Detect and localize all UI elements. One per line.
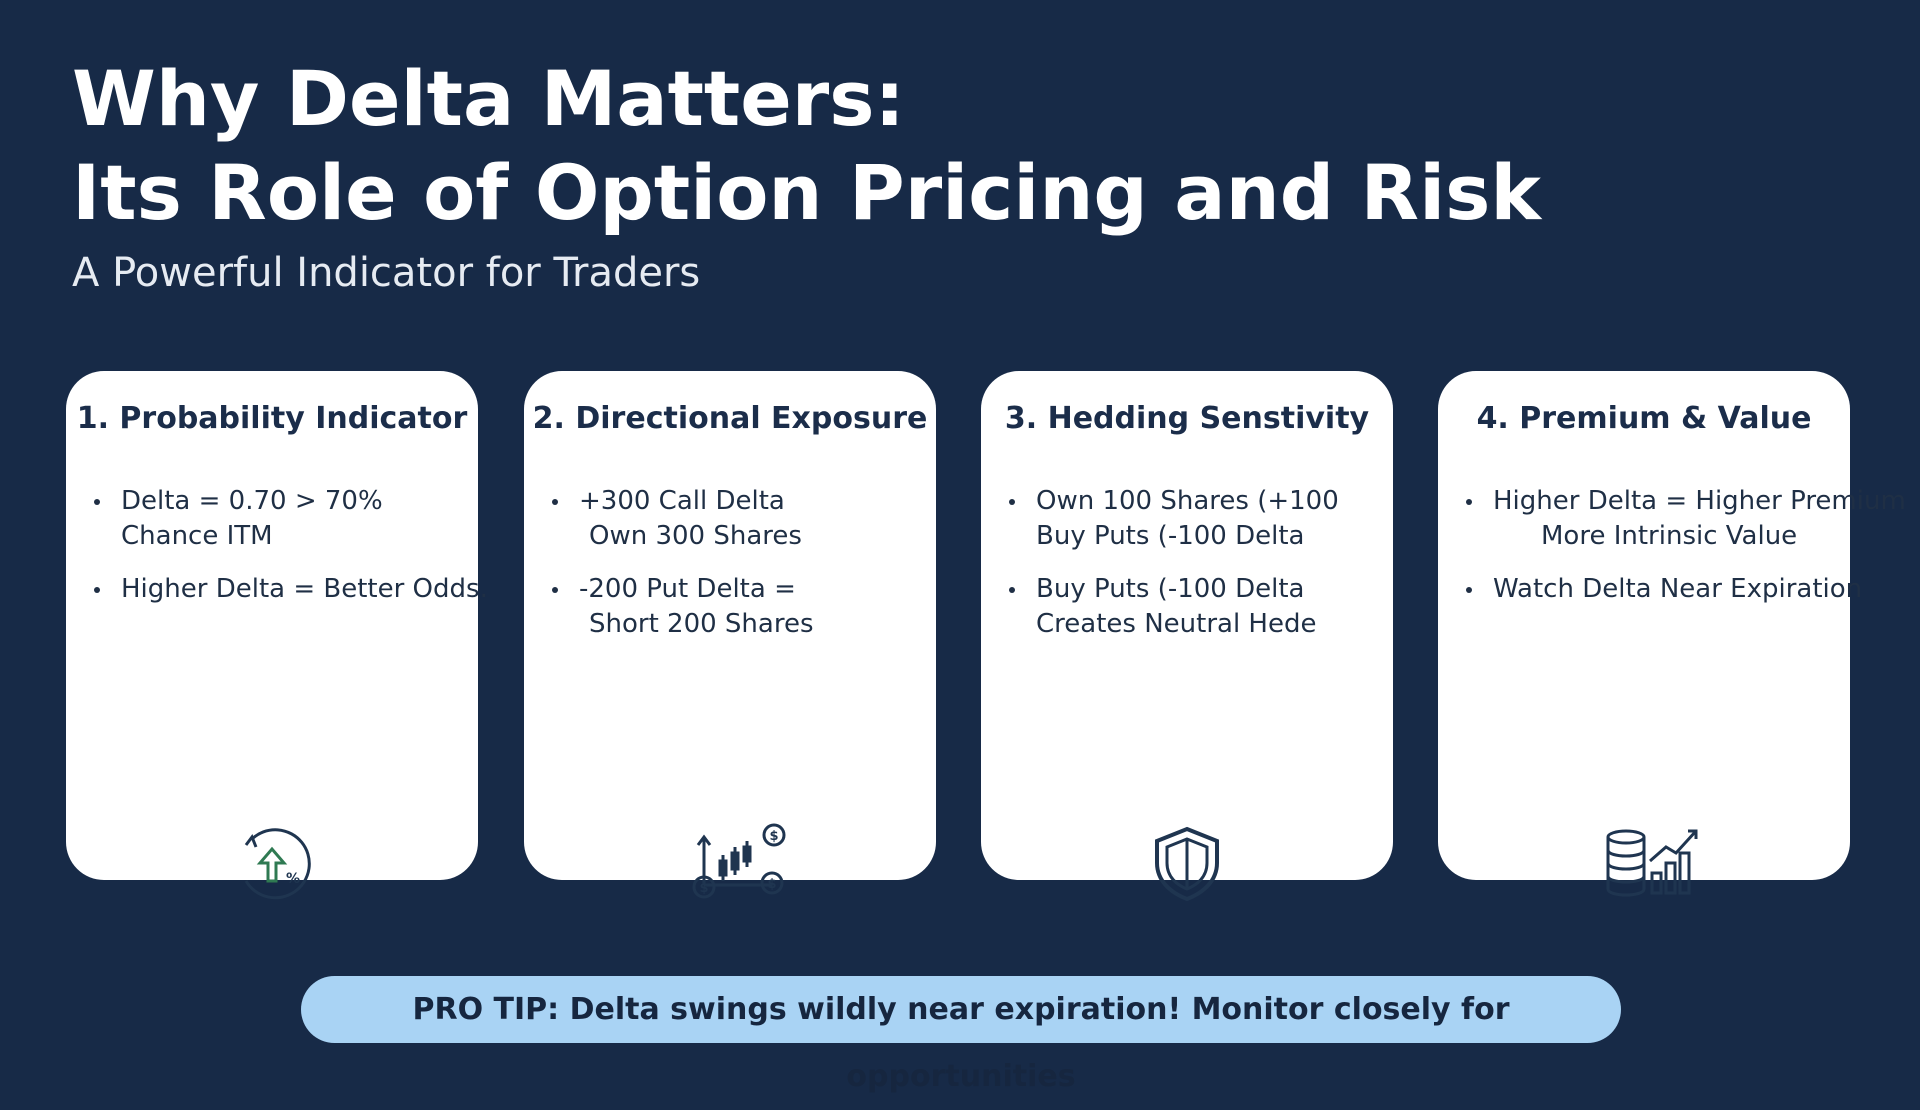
card-title: 1. Probability Indicator xyxy=(76,401,468,436)
svg-text:$: $ xyxy=(769,829,778,844)
bullet-list: Own 100 Shares (+100 Buy Puts (-100 Delta… xyxy=(981,484,1393,642)
card: 3. Hedding Senstivity Own 100 Shares (+1… xyxy=(981,371,1393,902)
card: % 1. Probability Indicator Delta = 0.70 … xyxy=(66,371,488,900)
subtitle: A Powerful Indicator for Traders xyxy=(72,250,701,296)
svg-text:$: $ xyxy=(767,877,776,892)
bullet: Watch Delta Near Expiration xyxy=(1466,572,1863,607)
title-line: Its Role of Option Pricing and Risk xyxy=(72,148,1541,237)
card: 4. Premium & Value Higher Delta = Higher… xyxy=(1438,371,1906,897)
icon: $ $ $ xyxy=(692,823,786,899)
svg-text:%: % xyxy=(286,871,300,887)
bullet-list: Higher Delta = Higher Premium More Intrin… xyxy=(1438,484,1906,607)
bullet-list: +300 Call Delta Own 300 Shares -200 Put De… xyxy=(524,484,936,642)
bullet-line: Chance ITM xyxy=(121,521,273,551)
bullet-line: Own 100 Shares (+100 xyxy=(1036,486,1339,516)
bullet-line: More Intrinsic Value xyxy=(1541,521,1798,551)
bullet: +300 Call Delta Own 300 Shares xyxy=(552,484,936,554)
title-line: Why Delta Matters: xyxy=(72,54,905,143)
bullet: -200 Put Delta = Short 200 Shares xyxy=(552,572,936,642)
bullet-line: Higher Delta = Higher Premium xyxy=(1493,486,1906,516)
card-title: 4. Premium & Value xyxy=(1476,401,1812,436)
bullet-line: Creates Neutral Hede xyxy=(1036,609,1317,639)
bullet-line: -200 Put Delta = xyxy=(579,574,796,604)
bullet: Buy Puts (-100 Delta Creates Neutral Hede xyxy=(1009,572,1393,642)
pro-tip: PRO TIP: Delta swings wildly near expira… xyxy=(301,976,1621,1094)
bullet-line: Higher Delta = Better Odds. xyxy=(121,574,488,604)
card-title: 3. Hedding Senstivity xyxy=(1004,401,1370,436)
bullet: Higher Delta = Better Odds. xyxy=(94,572,488,607)
bullet-line: Short 200 Shares xyxy=(589,609,814,639)
bullet-list: Delta = 0.70 > 70% Chance ITM Higher Delta… xyxy=(66,484,488,607)
bullet-line: Delta = 0.70 > 70% xyxy=(121,486,383,516)
bullet: Delta = 0.70 > 70% Chance ITM xyxy=(94,484,478,554)
bullet: Higher Delta = Higher Premium More Intrin… xyxy=(1466,484,1906,554)
icon: % xyxy=(244,828,311,900)
bullet-line: +300 Call Delta xyxy=(579,486,785,516)
bullet-line: Buy Puts (-100 Delta xyxy=(1036,521,1305,551)
title: Why Delta Matters: Its Role of Option Pri… xyxy=(72,52,1541,240)
bullet-line: Own 300 Shares xyxy=(589,521,802,551)
slide: Why Delta Matters: Its Role of Option Pri… xyxy=(66,52,1906,1094)
icon xyxy=(1606,829,1698,897)
svg-text:$: $ xyxy=(699,881,708,896)
bullet-line: Watch Delta Near Expiration xyxy=(1493,574,1863,604)
card-title: 2. Directional Exposure xyxy=(532,401,928,436)
bullet-line: Buy Puts (-100 Delta xyxy=(1036,574,1305,604)
icon xyxy=(1155,826,1219,902)
bullet: Own 100 Shares (+100 Buy Puts (-100 Delta xyxy=(1009,484,1393,554)
card: $ $ $ 2. Directional Exposure +300 Call De… xyxy=(524,371,936,899)
